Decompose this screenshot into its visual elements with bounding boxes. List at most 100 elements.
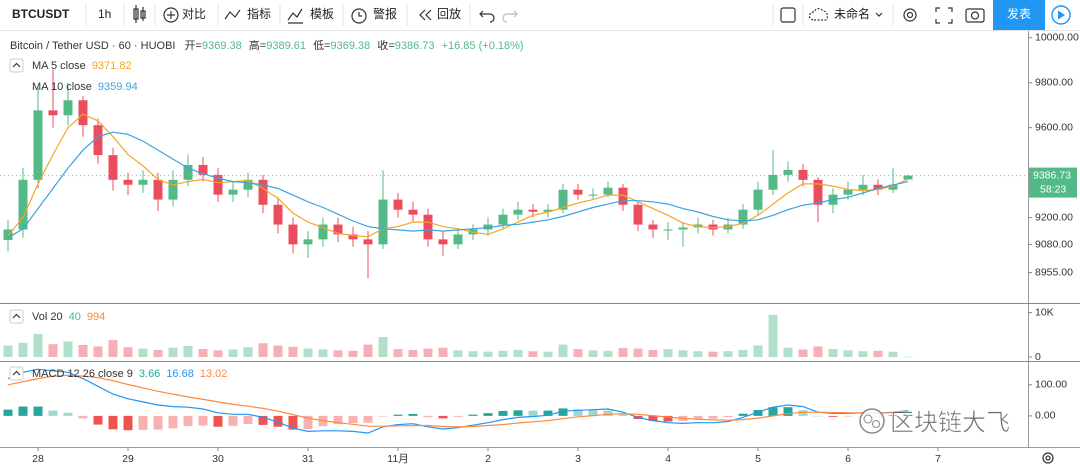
volume-bar bbox=[153, 349, 163, 357]
candle-body bbox=[318, 224, 328, 240]
volume-bar bbox=[663, 349, 673, 357]
macd-histogram-bar bbox=[708, 415, 718, 419]
ohlc-value: 9389.61 bbox=[266, 40, 306, 52]
candle-body bbox=[498, 214, 508, 225]
volume-bar bbox=[63, 341, 73, 357]
macd-histogram-bar bbox=[258, 415, 268, 425]
volume-bar bbox=[288, 346, 298, 357]
candle-body bbox=[363, 239, 373, 245]
compare-icon bbox=[163, 7, 179, 23]
volume-bar bbox=[498, 350, 508, 357]
candle-body bbox=[63, 100, 73, 116]
candle-body bbox=[813, 179, 823, 205]
marks: 10000.00 9800.00 9600.00 9200.00 9080.00 8955… bbox=[0, 32, 1079, 465]
axis-settings-icon bbox=[1045, 455, 1051, 461]
volume-bar bbox=[318, 349, 328, 357]
redo-button[interactable] bbox=[502, 10, 518, 23]
volume-bar bbox=[723, 351, 733, 357]
ohlc-label: 收= bbox=[377, 38, 394, 52]
candle-body bbox=[798, 169, 808, 180]
play-icon bbox=[1058, 10, 1065, 20]
collapse-button[interactable] bbox=[9, 58, 24, 73]
macd-histogram-bar bbox=[78, 415, 88, 419]
symbol-button[interactable]: BTCUSDT bbox=[12, 7, 70, 21]
macd-histogram-bar bbox=[768, 407, 778, 416]
volume-bar bbox=[573, 349, 583, 357]
volume-bar bbox=[453, 350, 463, 357]
macd-histogram-bar bbox=[423, 415, 433, 418]
countdown-label: 58:23 bbox=[1040, 183, 1066, 195]
volume-bar bbox=[258, 343, 268, 357]
ma-line bbox=[7, 113, 909, 238]
volume-bar bbox=[468, 351, 478, 357]
collapse-icon bbox=[12, 313, 21, 319]
indicator-name: Vol 20 bbox=[32, 311, 63, 323]
macd-histogram-bar bbox=[843, 415, 853, 417]
y-tick-label: 0.00 bbox=[1035, 410, 1056, 422]
indicator-value: 994 bbox=[87, 311, 105, 323]
templates-button[interactable]: 模板 bbox=[310, 7, 334, 21]
volume-bar bbox=[513, 349, 523, 357]
interval-button[interactable]: 1h bbox=[98, 7, 111, 21]
candle-body bbox=[168, 179, 178, 200]
collapse-button[interactable] bbox=[9, 309, 24, 324]
macd-histogram-bar bbox=[738, 413, 748, 416]
chart-style-button[interactable] bbox=[133, 5, 146, 23]
last-price-label: 9386.73 bbox=[1033, 169, 1071, 181]
alerts-button[interactable]: 警报 bbox=[373, 6, 397, 21]
ohlc-label: 开= bbox=[185, 40, 202, 52]
macd-histogram-bar bbox=[123, 415, 133, 431]
fullscreen-button[interactable] bbox=[935, 7, 953, 24]
volume-bar bbox=[588, 350, 598, 357]
macd-histogram-bar bbox=[438, 415, 448, 419]
indicators-button[interactable]: 指标 bbox=[247, 6, 271, 21]
candle-body bbox=[333, 224, 343, 235]
volume-bar bbox=[483, 351, 493, 357]
dropdown-arrow bbox=[875, 12, 883, 17]
volume-bar bbox=[228, 349, 238, 357]
volume-bar bbox=[33, 333, 43, 357]
y-tick-label: 0 bbox=[1035, 351, 1041, 363]
macd-histogram-bar bbox=[288, 415, 298, 430]
collapse-button[interactable] bbox=[9, 366, 24, 381]
candle-body bbox=[153, 179, 163, 200]
macd-histogram-bar bbox=[798, 410, 808, 416]
volume-bar bbox=[333, 350, 343, 357]
settings-button[interactable] bbox=[903, 8, 917, 22]
volume-bar bbox=[273, 345, 283, 357]
y-tick-label: 9600.00 bbox=[1035, 121, 1073, 133]
undo-button[interactable] bbox=[479, 10, 495, 23]
x-tick-label: 30 bbox=[212, 453, 224, 465]
macd-histogram-bar bbox=[588, 409, 598, 416]
publish-button[interactable] bbox=[993, 0, 1045, 30]
collapse-icon bbox=[12, 370, 21, 376]
x-tick-label: 31 bbox=[302, 453, 314, 465]
macd-histogram-bar bbox=[618, 414, 628, 416]
compare-button[interactable]: 对比 bbox=[182, 7, 206, 21]
volume-bar bbox=[783, 347, 793, 357]
volume-bar bbox=[93, 346, 103, 357]
candle-body bbox=[678, 227, 688, 230]
candle-body bbox=[738, 209, 748, 225]
select-checkbox[interactable] bbox=[780, 7, 796, 23]
volume-bar bbox=[213, 350, 223, 357]
macd-histogram-bar bbox=[603, 410, 613, 416]
watermark-text: 区块链大飞 bbox=[890, 409, 1010, 436]
volume-bar bbox=[423, 348, 433, 357]
x-tick-label: 29 bbox=[122, 453, 134, 465]
candle-body bbox=[543, 209, 553, 212]
snapshot-button[interactable] bbox=[965, 8, 985, 23]
replay-button[interactable]: 回放 bbox=[437, 6, 461, 21]
macd-histogram-bar bbox=[498, 410, 508, 416]
macd-line bbox=[7, 368, 909, 434]
candle-body bbox=[633, 204, 643, 225]
watermark-icon bbox=[872, 420, 880, 428]
macd-histogram-bar bbox=[723, 415, 733, 418]
macd-histogram-bar bbox=[903, 414, 913, 416]
volume-bar bbox=[3, 345, 13, 357]
layout-name-button[interactable]: 未命名 bbox=[834, 6, 870, 21]
play-button[interactable] bbox=[1051, 5, 1071, 25]
macd-histogram-bar bbox=[573, 409, 583, 416]
axis-settings-button[interactable] bbox=[1042, 452, 1054, 464]
macd-histogram-bar bbox=[888, 415, 898, 416]
